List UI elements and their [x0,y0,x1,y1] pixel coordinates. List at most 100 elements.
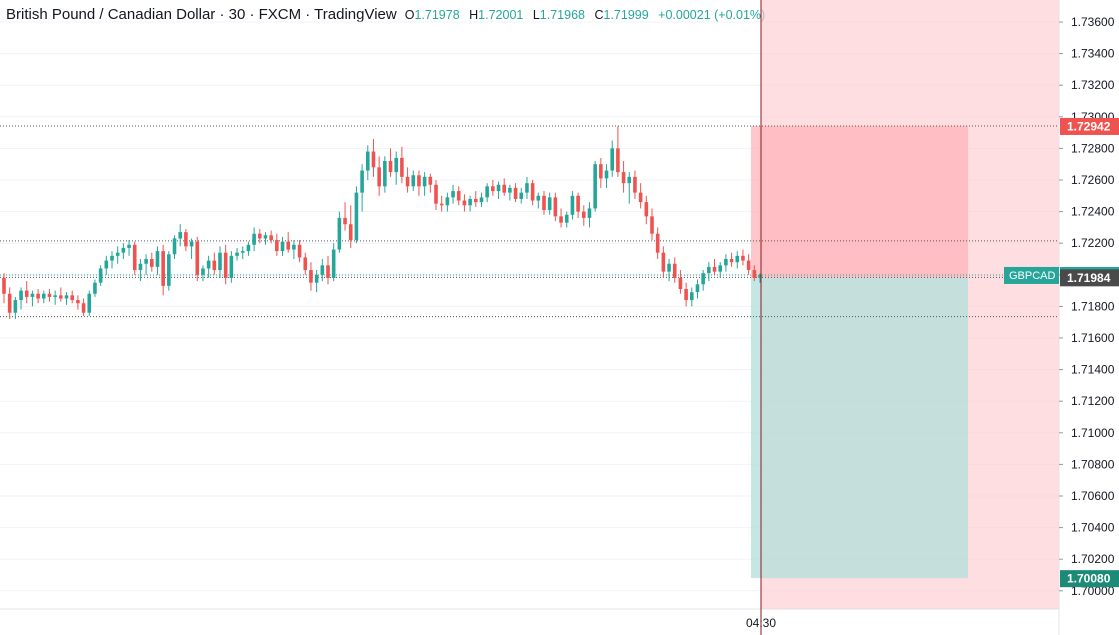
candles[interactable] [2,126,762,320]
candle[interactable] [53,290,57,305]
candle[interactable] [331,243,336,282]
candle[interactable] [246,241,251,256]
candle[interactable] [746,254,751,275]
candle[interactable] [752,265,757,282]
candle[interactable] [519,187,524,204]
candle[interactable] [468,195,472,212]
candle[interactable] [417,170,421,196]
candle[interactable] [127,240,131,256]
candle[interactable] [360,164,364,212]
candle[interactable] [462,194,467,212]
candle[interactable] [252,227,256,252]
candle[interactable] [172,235,177,259]
candle[interactable] [485,183,489,203]
candle[interactable] [320,259,325,282]
candle[interactable] [491,180,495,196]
candle[interactable] [110,251,114,269]
candle[interactable] [93,279,97,297]
candle[interactable] [394,151,399,185]
candle[interactable] [138,259,143,282]
candle[interactable] [121,243,126,259]
candle[interactable] [667,259,671,282]
candle[interactable] [189,238,194,259]
candle[interactable] [411,170,416,192]
candle[interactable] [326,255,330,285]
candle[interactable] [741,249,745,266]
candle[interactable] [564,211,569,228]
candle[interactable] [149,252,154,272]
candle[interactable] [724,254,728,272]
candle[interactable] [81,298,86,316]
candle[interactable] [661,246,666,278]
candle[interactable] [422,172,427,196]
candle[interactable] [297,240,302,263]
candle[interactable] [87,290,92,316]
candle[interactable] [178,224,183,247]
candle[interactable] [257,228,262,244]
candle[interactable] [428,173,433,193]
candle[interactable] [263,232,268,245]
candle[interactable] [167,251,171,291]
candle[interactable] [456,186,461,206]
candle[interactable] [650,208,654,241]
candle[interactable] [309,262,313,291]
candle[interactable] [337,211,342,253]
candle[interactable] [536,192,541,209]
candle[interactable] [576,192,580,218]
candle[interactable] [735,251,740,269]
candle[interactable] [365,145,370,180]
candle[interactable] [400,146,404,184]
candle[interactable] [439,195,444,212]
candle[interactable] [2,273,6,304]
candle[interactable] [59,287,63,302]
candle[interactable] [371,138,376,177]
symbol-title[interactable]: British Pound / Canadian Dollar · 30 · F… [6,6,397,23]
candle[interactable] [223,244,228,285]
candle[interactable] [161,244,165,296]
candle[interactable] [201,265,205,282]
candle[interactable] [513,183,518,203]
candle[interactable] [542,191,546,215]
candle[interactable] [13,296,18,320]
candle[interactable] [695,279,700,299]
candle[interactable] [604,164,609,188]
candle[interactable] [707,262,711,282]
candle[interactable] [19,287,23,310]
take-profit-zone[interactable] [751,277,968,579]
candle[interactable] [343,202,347,231]
candle[interactable] [104,255,109,275]
candle[interactable] [41,290,46,304]
candle[interactable] [718,262,723,278]
candle[interactable] [280,236,285,256]
candle[interactable] [132,241,137,275]
candle[interactable] [701,270,705,291]
candle[interactable] [616,126,620,177]
candle[interactable] [115,246,120,264]
candle[interactable] [627,172,632,204]
candle[interactable] [30,290,35,307]
candle[interactable] [144,254,148,275]
candle[interactable] [76,295,80,310]
candle[interactable] [206,255,211,278]
candle[interactable] [286,232,291,253]
candle[interactable] [275,233,279,256]
candle[interactable] [502,178,507,196]
stop-loss-zone[interactable] [751,125,968,278]
candle[interactable] [24,281,29,304]
candle[interactable] [388,148,393,177]
candle[interactable] [610,140,615,177]
candle[interactable] [496,181,501,199]
candle[interactable] [212,252,217,275]
candle[interactable] [348,205,353,248]
time-axis[interactable]: 04:30 [746,616,776,630]
candle[interactable] [593,161,597,212]
candle[interactable] [383,156,387,193]
candle[interactable] [303,252,308,275]
candle[interactable] [377,156,381,196]
candle[interactable] [508,184,512,201]
candle[interactable] [47,289,52,302]
candle[interactable] [235,247,239,261]
candle[interactable] [621,161,626,193]
price-axis[interactable]: 1.736001.734001.732001.730001.728001.726… [1004,0,1119,635]
candle[interactable] [644,195,649,225]
